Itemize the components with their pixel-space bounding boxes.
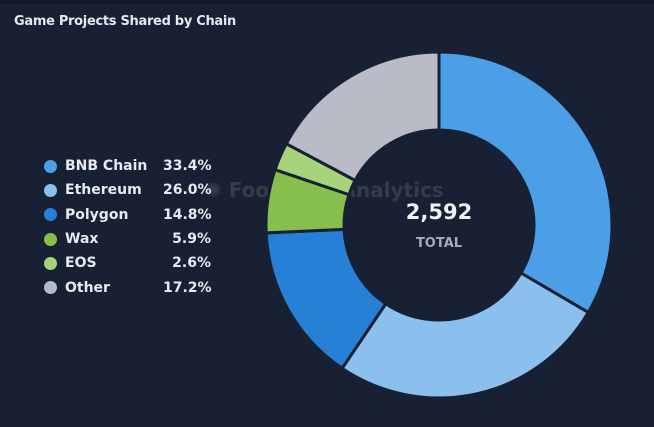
legend-swatch bbox=[44, 159, 57, 173]
legend-swatch bbox=[44, 208, 57, 222]
chart-title: Game Projects Shared by Chain bbox=[14, 14, 236, 29]
legend-label: Polygon bbox=[65, 206, 129, 223]
legend-value: 5.9% bbox=[172, 231, 211, 248]
total-label: TOTAL bbox=[415, 236, 463, 251]
legend-value: 33.4% bbox=[163, 158, 212, 175]
legend-swatch bbox=[44, 281, 57, 295]
donut-slice-bnb-chain[interactable] bbox=[437, 50, 614, 315]
legend-item[interactable]: Ethereum 26.0% bbox=[44, 178, 212, 202]
donut-slice-ethereum[interactable] bbox=[340, 270, 591, 400]
donut-slice-other[interactable] bbox=[284, 50, 441, 183]
legend-label: Wax bbox=[65, 231, 99, 248]
legend-swatch bbox=[44, 256, 57, 270]
legend-swatch bbox=[44, 232, 57, 246]
legend-item[interactable]: Other 17.2% bbox=[44, 275, 212, 299]
legend-label: Other bbox=[65, 279, 110, 296]
legend-item[interactable]: Polygon 14.8% bbox=[44, 203, 212, 227]
total-value: 2,592 bbox=[405, 200, 473, 224]
legend-item[interactable]: BNB Chain 33.4% bbox=[44, 154, 212, 178]
legend-label: Ethereum bbox=[65, 182, 142, 199]
legend-value: 14.8% bbox=[163, 206, 212, 223]
legend-swatch bbox=[44, 183, 57, 197]
legend-label: BNB Chain bbox=[65, 158, 148, 175]
legend-label: EOS bbox=[65, 255, 97, 272]
legend-value: 2.6% bbox=[172, 255, 211, 272]
legend-value: 26.0% bbox=[163, 182, 212, 199]
legend-item[interactable]: Wax 5.9% bbox=[44, 227, 211, 251]
legend-item[interactable]: EOS 2.6% bbox=[44, 251, 211, 275]
legend: BNB Chain 33.4% Ethereum 26.0% Polygon 14.8% W… bbox=[44, 154, 212, 300]
legend-value: 17.2% bbox=[163, 279, 212, 296]
top-bar bbox=[0, 0, 654, 4]
